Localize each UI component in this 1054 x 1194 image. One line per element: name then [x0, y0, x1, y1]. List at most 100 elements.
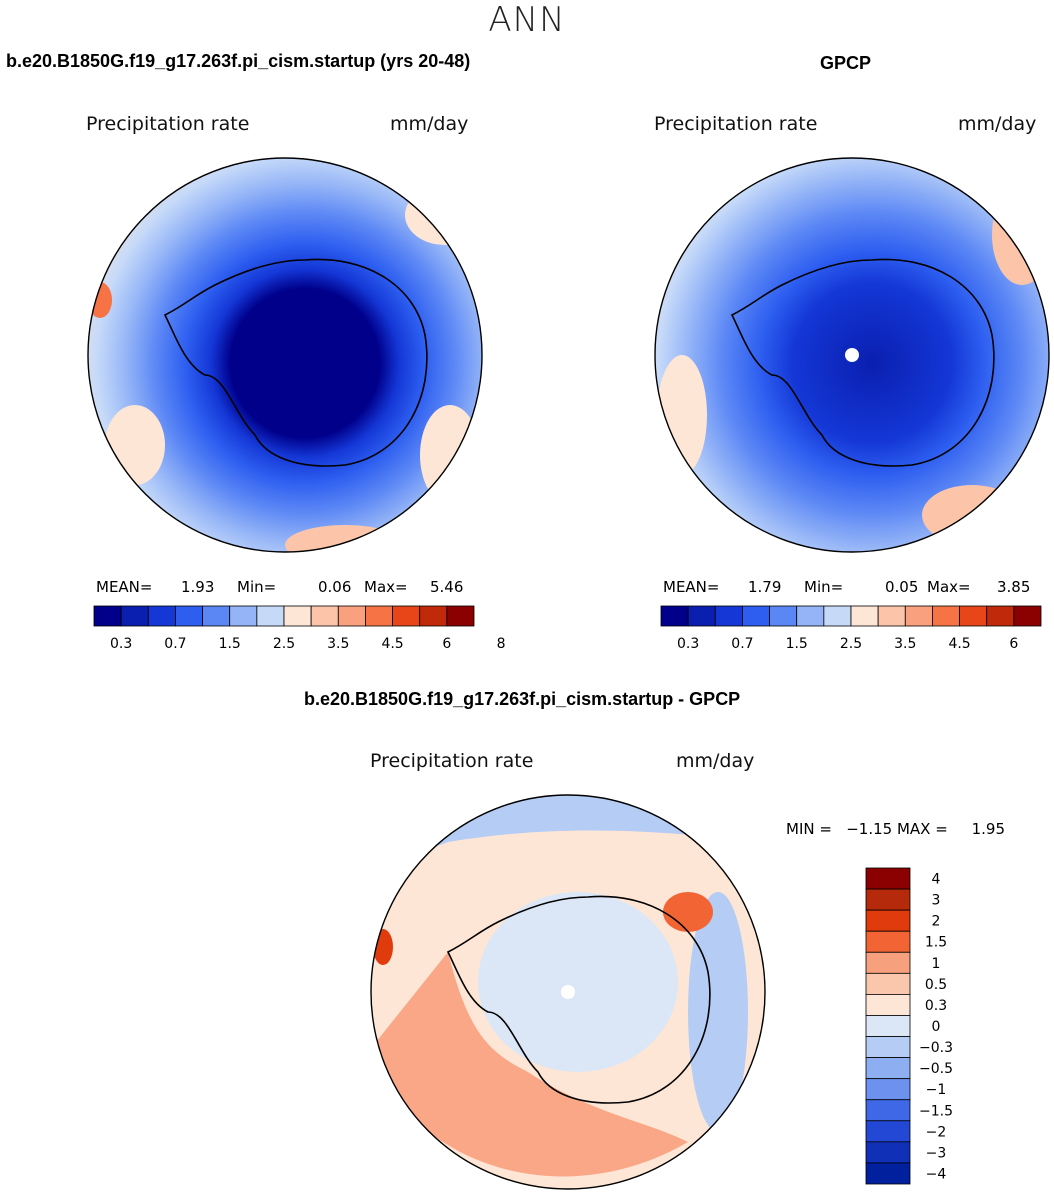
panel-2-colorbar-swatch — [986, 605, 1015, 627]
panel-2-colorbar-tick-label: 2.5 — [840, 636, 862, 652]
panel-1-colorbar: 0.3 0.7 1.5 2.5 3.5 4.5 6 8 — [93, 605, 506, 652]
panel-1-title: b.e20.B1850G.f19_g17.263f.pi_cism.startu… — [6, 51, 471, 71]
panel-1-max-label: Max= — [364, 578, 408, 596]
panel-1-colorbar-swatch — [175, 605, 203, 627]
panel-1-colorbar-tick-label: 1.5 — [219, 636, 241, 652]
panel-3-title: b.e20.B1850G.f19_g17.263f.pi_cism.startu… — [304, 689, 741, 709]
panel-3-colorbar-tick-label: −3 — [926, 1145, 947, 1161]
panel-1-units: mm/day — [390, 113, 469, 135]
panel-2-mean-label: MEAN= — [663, 578, 720, 596]
panel-2-max-label: Max= — [927, 578, 971, 596]
panel-1-colorbar-swatch — [310, 605, 339, 627]
panel-1-colorbar-swatch — [93, 605, 122, 627]
panel-2-colorbar-swatch — [877, 605, 906, 627]
panel-1-colorbar-tick-label: 8 — [497, 636, 506, 652]
panel-3-colorbar-swatch — [865, 930, 911, 953]
panel-2-colorbar-swatch — [959, 605, 988, 627]
panel-3-variable: Precipitation rate — [370, 750, 534, 772]
season-title: ANN — [488, 0, 566, 40]
panel-1-colorbar-tick-label: 0.3 — [110, 636, 132, 652]
panel-3-colorbar-swatch — [865, 909, 911, 932]
panel-2-colorbar-swatch — [904, 605, 933, 627]
panel-2-colorbar-swatch — [850, 605, 879, 627]
panel-3-colorbar-swatch — [865, 1120, 911, 1143]
panel-1-colorbar-swatch — [337, 605, 366, 627]
panel-3-colorbar: 4 3 2 1.5 1 0.5 0.3 0 −0.3 −0.5 −1 −1.5 −2 −3 −4 — [865, 867, 953, 1185]
panel-3-colorbar-swatch — [865, 1141, 911, 1164]
panel-3-colorbar-tick-label: 0.3 — [925, 998, 947, 1014]
panel-2-colorbar-swatch — [823, 605, 852, 627]
panel-3-colorbar-tick-label: −2 — [926, 1124, 947, 1140]
panel-3-colorbar-swatch — [865, 1162, 911, 1185]
panel-3-colorbar-tick-label: −4 — [926, 1166, 947, 1182]
panel-3-colorbar-swatch — [865, 1078, 911, 1101]
panel-1-colorbar-tick-label: 0.7 — [164, 636, 186, 652]
panel-3-stats: MIN = −1.15 MAX = 1.95 — [786, 820, 1006, 838]
panel-1-min-value: 0.06 — [318, 578, 352, 596]
panel-2-max-value: 3.85 — [997, 578, 1031, 596]
panel-3-colorbar-tick-label: 1.5 — [925, 935, 947, 951]
panel-1-colorbar-swatch — [202, 605, 231, 627]
panel-1-map — [87, 157, 483, 553]
panel-1-max-value: 5.46 — [430, 578, 464, 596]
panel-3-colorbar-swatch — [865, 867, 911, 890]
panel-3-colorbar-swatch — [865, 1057, 911, 1080]
panel-3-colorbar-swatch — [865, 951, 911, 974]
panel-2-colorbar-tick-label: 3.5 — [894, 636, 916, 652]
panel-2-title: GPCP — [820, 53, 872, 73]
panel-3-colorbar-tick-label: 4 — [932, 872, 941, 888]
panel-2-colorbar-tick-label: 0.3 — [677, 636, 699, 652]
panel-2-colorbar-swatch — [796, 605, 825, 627]
panel-2-colorbar-tick-label: 1.5 — [786, 636, 808, 652]
panel-2-variable: Precipitation rate — [654, 113, 818, 135]
panel-1-colorbar-tick-label: 3.5 — [327, 636, 349, 652]
panel-3-units: mm/day — [676, 750, 755, 772]
panel-3-colorbar-tick-label: 0 — [932, 1019, 941, 1035]
panel-1-mean-value: 1.93 — [181, 578, 215, 596]
panel-1-colorbar-swatch — [256, 605, 285, 627]
panel-3-colorbar-swatch — [865, 1036, 911, 1059]
panel-3-map — [370, 794, 766, 1190]
panel-3-colorbar-swatch — [865, 888, 911, 911]
panel-2-min-label: Min= — [804, 578, 844, 596]
panel-2-colorbar-tick-label: 0.7 — [731, 636, 753, 652]
panel-3-colorbar-swatch — [865, 994, 911, 1016]
panel-3-colorbar-swatch — [865, 1015, 911, 1037]
panel-1-variable: Precipitation rate — [86, 113, 250, 135]
panel-1-colorbar-swatch — [446, 605, 475, 627]
panel-2-colorbar-swatch — [769, 605, 798, 627]
panel-2-colorbar-swatch — [660, 605, 689, 627]
panel-1-colorbar-swatch — [283, 605, 312, 627]
panel-3-colorbar-tick-label: −0.5 — [919, 1061, 953, 1077]
panel-1-colorbar-tick-label: 6 — [442, 636, 451, 652]
panel-3-colorbar-tick-label: 3 — [932, 893, 941, 909]
panel-3-colorbar-swatch — [865, 972, 911, 995]
panel-1-colorbar-swatch — [147, 605, 176, 627]
panel-2-mean-value: 1.79 — [748, 578, 782, 596]
panel-2-colorbar-tick-label: 6 — [1009, 636, 1018, 652]
panel-2-units: mm/day — [958, 113, 1037, 135]
panel-1-colorbar-swatch — [392, 605, 421, 627]
panel-1-colorbar-tick-label: 2.5 — [273, 636, 295, 652]
panel-3-colorbar-swatch — [865, 1099, 911, 1122]
panel-2-colorbar-swatch — [1013, 605, 1042, 627]
panel-1-colorbar-swatch — [229, 605, 258, 627]
panel-2-colorbar: 0.30.71.52.53.54.568 — [660, 605, 1042, 652]
panel-2-colorbar-swatch — [714, 605, 743, 627]
panel-2-colorbar-swatch — [742, 605, 770, 627]
panel-3-colorbar-tick-label: −1 — [926, 1082, 947, 1098]
panel-1-colorbar-swatch — [365, 605, 393, 627]
panel-2-colorbar-swatch — [687, 605, 716, 627]
panel-2-map — [654, 157, 1050, 553]
panel-1-min-label: Min= — [237, 578, 277, 596]
panel-3-colorbar-tick-label: −0.3 — [919, 1040, 953, 1056]
panel-1-colorbar-tick-label: 4.5 — [381, 636, 403, 652]
panel-3-colorbar-tick-label: 2 — [932, 914, 941, 930]
panel-1-mean-label: MEAN= — [96, 578, 153, 596]
panel-2-colorbar-tick-label: 4.5 — [948, 636, 970, 652]
panel-3-colorbar-tick-label: 1 — [932, 956, 941, 972]
panel-3-colorbar-tick-label: 0.5 — [925, 977, 947, 993]
panel-1-colorbar-swatch — [120, 605, 149, 627]
panel-3-colorbar-tick-label: −1.5 — [919, 1103, 953, 1119]
panel-1-colorbar-swatch — [419, 605, 448, 627]
